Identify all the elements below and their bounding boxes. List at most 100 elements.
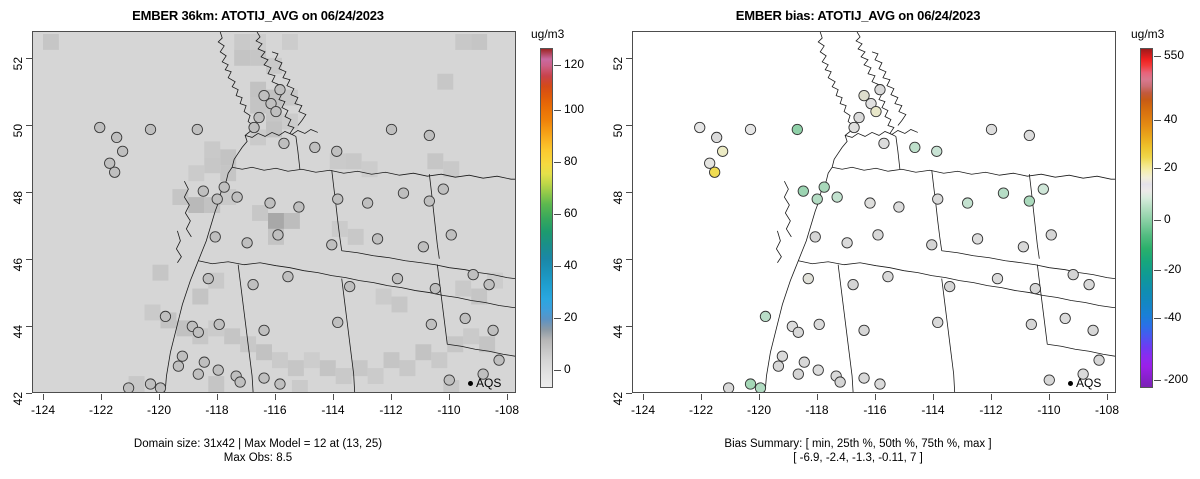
- cbar-tick-model-3: [554, 214, 561, 215]
- cbar-label-bias-3: 0: [1164, 212, 1171, 226]
- cbar-tick-bias-6: [1154, 56, 1161, 57]
- cbar-tick-bias-1: [1154, 318, 1161, 319]
- cbar-tick-bias-2: [1154, 270, 1161, 271]
- colorbar-gradient-bias: [1140, 48, 1153, 388]
- ylabel-bias-1: 44: [611, 325, 625, 339]
- xtick-model-2: [159, 394, 160, 400]
- xtick-model-5: [333, 394, 334, 400]
- ytick-model-3: [26, 192, 32, 193]
- ylabel-model-5: 52: [11, 57, 25, 71]
- model-grid-cells: [33, 32, 515, 392]
- xtick-model-0: [43, 394, 44, 400]
- xlabel-bias-6: -112: [979, 403, 1003, 417]
- ytick-bias-1: [626, 326, 632, 327]
- cbar-tick-model-0: [554, 370, 561, 371]
- ytick-bias-3: [626, 192, 632, 193]
- aqs-dot-icon: [468, 380, 473, 386]
- xlabel-bias-5: -114: [921, 403, 945, 417]
- bias-markers: [694, 84, 1105, 392]
- xlabel-bias-2: -120: [746, 403, 772, 417]
- map-plot-model[interactable]: [32, 31, 516, 393]
- ylabel-bias-4: 50: [611, 124, 625, 138]
- cbar-tick-model-1: [554, 318, 561, 319]
- ylabel-model-1: 44: [11, 325, 25, 339]
- cbar-tick-bias-0: [1154, 380, 1161, 381]
- ytick-model-1: [26, 326, 32, 327]
- ytick-model-2: [26, 259, 32, 260]
- xlabel-model-4: -116: [263, 403, 287, 417]
- cbar-label-bias-6: 550: [1164, 48, 1185, 62]
- cbar-label-model-3: 60: [564, 206, 578, 220]
- ytick-bias-4: [626, 125, 632, 126]
- xtick-bias-8: [1107, 394, 1108, 400]
- colorbar-unit-bias: ug/m3: [1131, 27, 1165, 41]
- xlabel-model-3: -118: [205, 403, 229, 417]
- ytick-model-0: [26, 393, 32, 394]
- cbar-tick-model-5: [554, 110, 561, 111]
- xtick-model-3: [217, 394, 218, 400]
- map-boundaries-bias: [764, 32, 1115, 392]
- cbar-tick-bias-5: [1154, 120, 1161, 121]
- cbar-tick-model-4: [554, 162, 561, 163]
- xtick-model-6: [391, 394, 392, 400]
- ylabel-model-2: 46: [11, 258, 25, 272]
- ylabel-model-4: 50: [11, 124, 25, 138]
- caption-bias: Bias Summary: [ min, 25th %, 50th %, 75t…: [600, 437, 1116, 465]
- xlabel-model-7: -110: [437, 403, 461, 417]
- xtick-model-1: [101, 394, 102, 400]
- caption-model-line-1: Max Obs: 8.5: [223, 452, 293, 464]
- xtick-bias-2: [759, 394, 760, 400]
- panel-bias: EMBER bias: ATOTIJ_AVG on 06/24/2023: [600, 0, 1200, 479]
- xlabel-bias-1: -122: [688, 403, 714, 417]
- map-svg-model: [33, 32, 515, 392]
- map-boundaries-model: [164, 32, 515, 392]
- observation-markers-model: [94, 84, 505, 392]
- cbar-tick-model-6: [554, 65, 561, 66]
- cbar-label-bias-1: -40: [1164, 310, 1182, 324]
- caption-model: Domain size: 31x42 | Max Model = 12 at (…: [0, 437, 516, 465]
- cbar-label-bias-0: -200: [1164, 372, 1189, 386]
- cbar-tick-bias-4: [1154, 168, 1161, 169]
- panel-title-model: EMBER 36km: ATOTIJ_AVG on 06/24/2023: [132, 8, 384, 23]
- xtick-bias-4: [875, 394, 876, 400]
- xtick-model-8: [507, 394, 508, 400]
- xlabel-model-0: -124: [30, 403, 56, 417]
- xlabel-bias-3: -118: [805, 403, 829, 417]
- xlabel-bias-4: -116: [863, 403, 887, 417]
- aqs-legend-bias: AQS: [1068, 376, 1101, 390]
- caption-bias-line-1: [ -6.9, -2.4, -1.3, -0.11, 7 ]: [793, 452, 923, 464]
- cbar-tick-model-2: [554, 266, 561, 267]
- xlabel-bias-0: -124: [630, 403, 656, 417]
- colorbar-gradient-model: [540, 48, 553, 388]
- ylabel-bias-3: 48: [611, 191, 625, 205]
- caption-bias-line-0: Bias Summary: [ min, 25th %, 50th %, 75t…: [724, 438, 992, 450]
- map-plot-bias[interactable]: [632, 31, 1116, 393]
- ytick-bias-2: [626, 259, 632, 260]
- cbar-label-model-5: 100: [564, 102, 585, 116]
- xlabel-bias-7: -110: [1037, 403, 1061, 417]
- xtick-bias-1: [701, 394, 702, 400]
- cbar-label-model-0: 0: [564, 362, 571, 376]
- caption-model-line-0: Domain size: 31x42 | Max Model = 12 at (…: [133, 438, 383, 450]
- xtick-model-4: [275, 394, 276, 400]
- xlabel-model-6: -112: [379, 403, 403, 417]
- cbar-tick-bias-3: [1154, 220, 1161, 221]
- ytick-model-5: [26, 58, 32, 59]
- xlabel-model-2: -120: [146, 403, 172, 417]
- xtick-bias-0: [643, 394, 644, 400]
- ytick-bias-5: [626, 58, 632, 59]
- xlabel-model-5: -114: [321, 403, 345, 417]
- colorbar-unit-model: ug/m3: [531, 27, 565, 41]
- xtick-model-7: [449, 394, 450, 400]
- cbar-label-model-4: 80: [564, 154, 578, 168]
- ylabel-bias-5: 52: [611, 57, 625, 71]
- aqs-legend-label: AQS: [476, 376, 502, 390]
- cbar-label-model-1: 20: [564, 310, 578, 324]
- aqs-legend-model: AQS: [468, 376, 501, 390]
- ytick-bias-0: [626, 393, 632, 394]
- cbar-label-bias-5: 40: [1164, 112, 1178, 126]
- xlabel-model-1: -122: [88, 403, 114, 417]
- cbar-label-bias-4: 20: [1164, 160, 1178, 174]
- cbar-label-model-2: 40: [564, 258, 578, 272]
